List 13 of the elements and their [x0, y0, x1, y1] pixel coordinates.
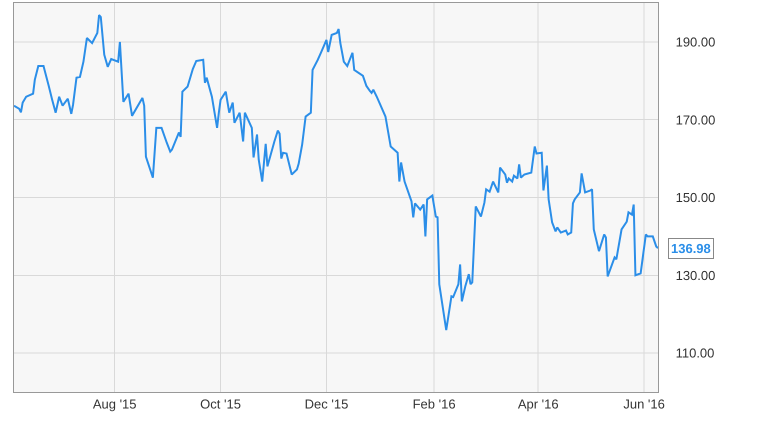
x-tick-label: Feb '16	[412, 396, 456, 412]
y-tick-label: 170.00	[676, 112, 716, 128]
y-tick-label: 190.00	[676, 34, 716, 50]
y-tick-label: 150.00	[676, 190, 716, 206]
x-tick-label: Oct '15	[200, 396, 241, 412]
x-tick-label: Dec '15	[304, 396, 348, 412]
y-tick-label: 110.00	[676, 346, 714, 361]
x-tick-label: Apr '16	[518, 396, 559, 412]
x-tick-label: Aug '15	[92, 396, 137, 412]
y-tick-label: 130.00	[676, 268, 716, 283]
line-series	[14, 14, 658, 332]
annotation: 136.98	[671, 241, 711, 256]
x-tick-label: Jun '16	[623, 396, 665, 412]
